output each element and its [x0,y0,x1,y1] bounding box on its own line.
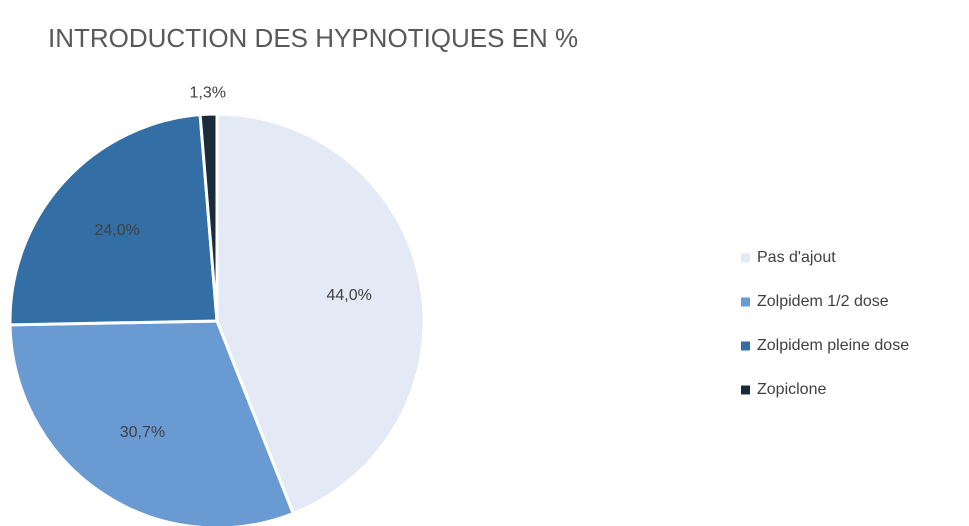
pie-slice [8,319,296,526]
data-label: 30,7% [120,424,165,441]
legend-swatch [741,297,750,307]
pie-slice [198,112,219,322]
legend-swatch [741,253,750,263]
data-label: 24,0% [95,222,140,239]
legend-swatch [741,341,750,351]
legend-label: Zopiclone [757,381,826,398]
legend-label: Pas d'ajout [757,249,836,266]
legend-swatch [741,385,750,395]
data-label: 44,0% [326,287,371,304]
chart-title: INTRODUCTION DES HYPNOTIQUES EN % [48,23,578,53]
data-label: 1,3% [189,85,225,102]
pie-slice [8,113,219,327]
pie-slice [215,112,426,516]
legend-label: Zolpidem pleine dose [757,337,909,354]
legend-label: Zolpidem 1/2 dose [757,293,889,310]
